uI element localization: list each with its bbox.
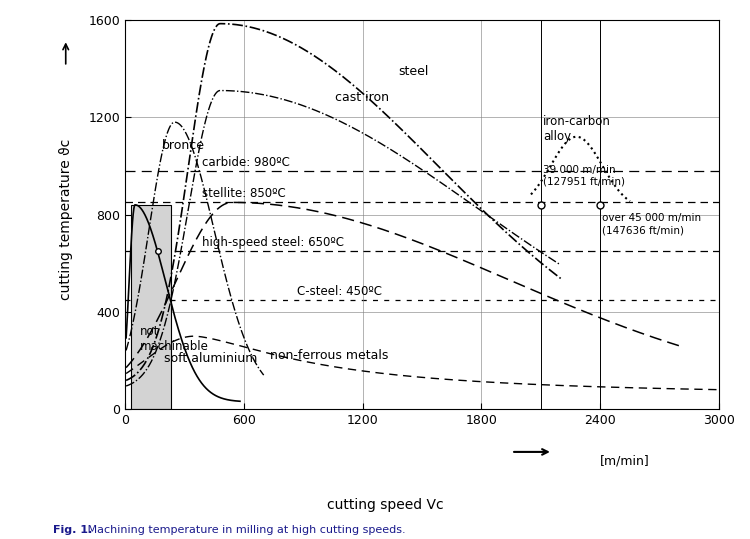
Text: stellite: 850ºC: stellite: 850ºC [202,188,286,201]
Text: Machining temperature in milling at high cutting speeds.: Machining temperature in milling at high… [84,524,406,535]
Text: carbide: 980ºC: carbide: 980ºC [202,156,290,169]
Bar [131,205,171,409]
Text: high-speed steel: 650ºC: high-speed steel: 650ºC [202,236,344,249]
Text: Fig. 1.: Fig. 1. [53,524,92,535]
Text: cast iron: cast iron [335,92,389,105]
Text: iron-carbon
alloy: iron-carbon alloy [543,115,610,143]
Text: 39 000 m/min
(127951 ft/min): 39 000 m/min (127951 ft/min) [543,165,625,186]
Text: soft aluminium: soft aluminium [164,351,257,365]
Text: [m/min]: [m/min] [600,454,650,467]
Text: over 45 000 m/min
(147636 ft/min): over 45 000 m/min (147636 ft/min) [602,213,701,235]
Text: not
machinable: not machinable [140,324,208,353]
Text: bronce: bronce [162,139,205,152]
Text: C-steel: 450ºC: C-steel: 450ºC [297,285,382,298]
Text: cutting speed Vc: cutting speed Vc [327,499,453,513]
Text: steel: steel [398,65,429,78]
Text: non-ferrous metals: non-ferrous metals [270,349,388,362]
Text: cutting temperature ϑc: cutting temperature ϑc [58,129,73,300]
